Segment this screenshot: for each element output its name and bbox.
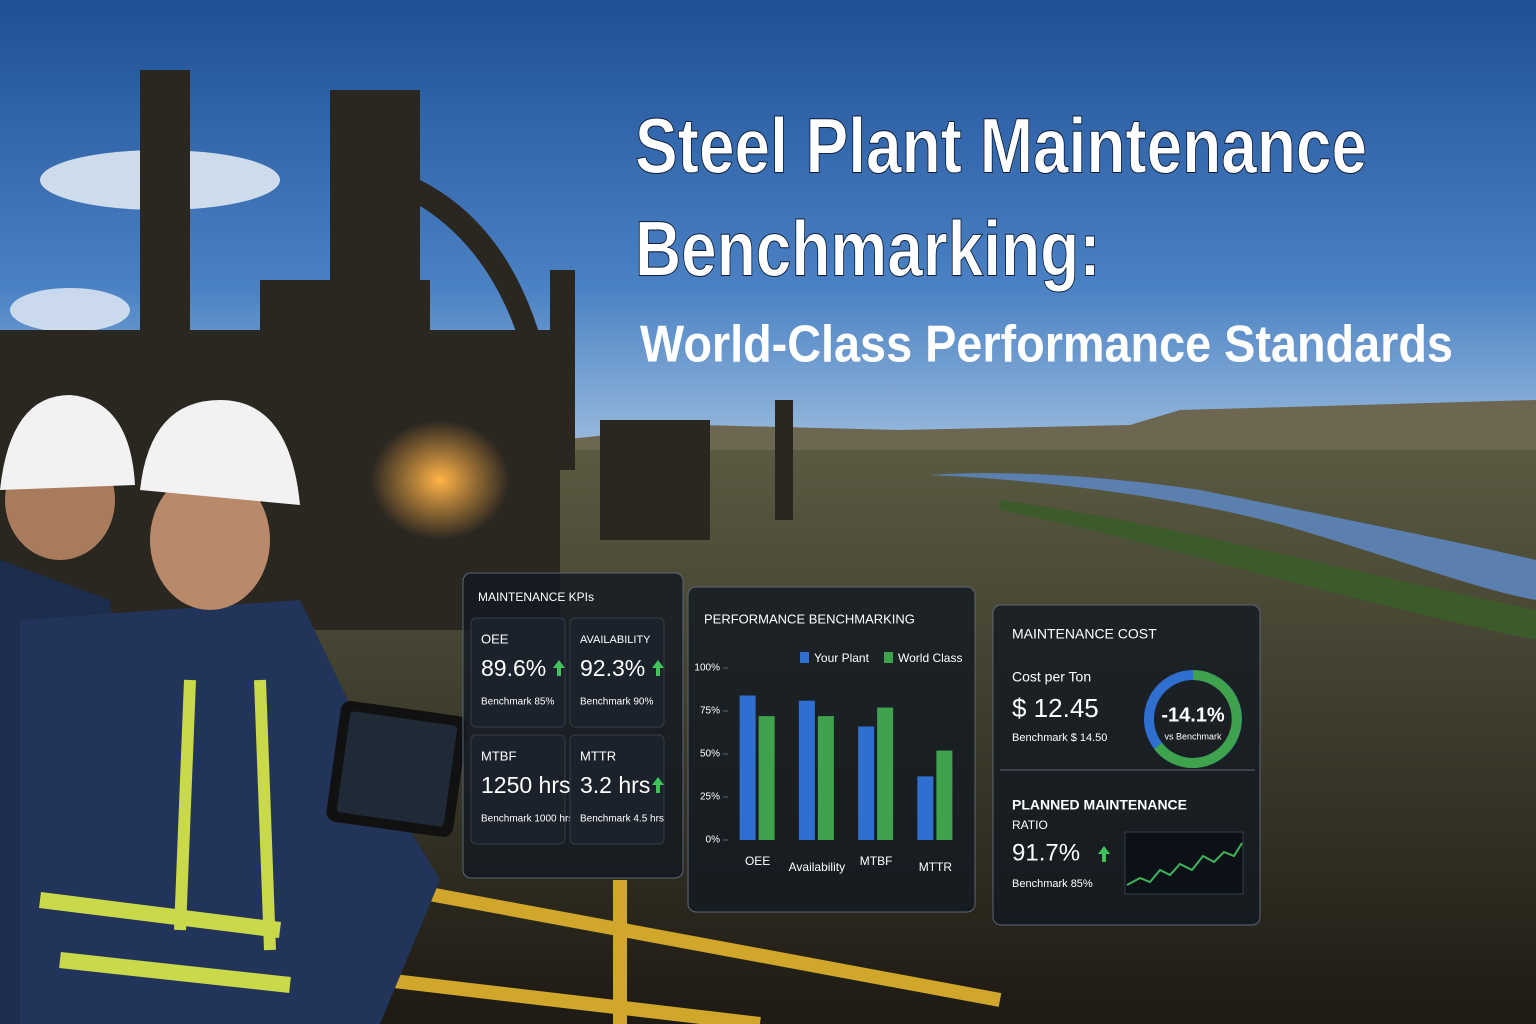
kpi-benchmark: Benchmark 85%	[481, 697, 554, 708]
header: World-Class Performance Standards	[640, 315, 1453, 373]
cost-label: Cost per Ton	[1012, 669, 1091, 685]
y-tick-label: 50%	[700, 749, 720, 760]
cost-value: $ 12.45	[1012, 693, 1099, 723]
kpi-label: MTTR	[580, 748, 616, 763]
up-arrow	[1098, 846, 1110, 862]
chart-title: PERFORMANCE BENCHMARKING	[704, 611, 915, 626]
kpi-value: 92.3%	[580, 655, 645, 681]
kpi-value: 3.2 hrs	[580, 772, 650, 798]
bar	[817, 716, 834, 840]
header: Steel Plant Maintenance Benchmarking:	[635, 102, 1368, 293]
kpi-card	[569, 617, 665, 728]
donut-arc	[1154, 670, 1242, 768]
legend-swatch	[800, 652, 809, 663]
workers	[0, 395, 468, 1024]
title: Steel Plant Maintenance	[635, 103, 1367, 190]
legend-label: World Class	[898, 651, 962, 665]
bar	[936, 750, 953, 840]
y-tick-label: 0%	[706, 835, 721, 846]
kpi-value: 89.6%	[481, 655, 546, 681]
x-tick-label: MTTR	[919, 860, 953, 874]
legend-swatch	[884, 652, 893, 663]
kpi-benchmark: Benchmark 90%	[580, 697, 653, 708]
y-tick-label: 25%	[700, 792, 720, 803]
up-arrow	[652, 660, 664, 676]
x-tick-label: OEE	[745, 854, 770, 868]
bar	[758, 716, 775, 840]
y-tick-label: 100%	[694, 663, 720, 674]
bar	[739, 695, 756, 840]
panel-title: MAINTENANCE COST	[1012, 626, 1157, 642]
panel-title: PLANNED MAINTENANCE	[1012, 797, 1187, 813]
up-arrow	[652, 777, 664, 793]
bar	[798, 700, 815, 840]
x-tick-label: Availability	[789, 860, 845, 874]
kpi-card	[569, 734, 665, 845]
kpi-benchmark: Benchmark 1000 hrs	[481, 814, 573, 825]
panel-title: MAINTENANCE KPIs	[478, 590, 594, 604]
bar	[858, 726, 875, 840]
planned-value: 91.7%	[1012, 839, 1080, 866]
cost-benchmark: Benchmark $ 14.50	[1012, 732, 1107, 744]
subtitle: World-Class Performance Standards	[640, 315, 1453, 373]
kpi-card	[470, 617, 566, 728]
cost-change-label: vs Benchmark	[1164, 731, 1222, 741]
bar	[877, 707, 894, 840]
legend-label: Your Plant	[814, 651, 870, 665]
cost-change: -14.1%	[1161, 704, 1225, 726]
kpi-card	[470, 734, 566, 845]
bar	[917, 776, 934, 840]
kpi-benchmark: Benchmark 4.5 hrs	[580, 814, 664, 825]
x-tick-label: MTBF	[860, 854, 893, 868]
kpi-label: OEE	[481, 631, 509, 646]
panel-title: RATIO	[1012, 818, 1048, 832]
title: Benchmarking:	[635, 206, 1100, 293]
kpi-value: 1250 hrs	[481, 772, 571, 798]
planned-benchmark: Benchmark 85%	[1012, 878, 1093, 890]
kpi-label: AVAILABILITY	[580, 634, 651, 646]
y-tick-label: 75%	[700, 706, 720, 717]
kpi-label: MTBF	[481, 748, 516, 763]
up-arrow	[553, 660, 565, 676]
